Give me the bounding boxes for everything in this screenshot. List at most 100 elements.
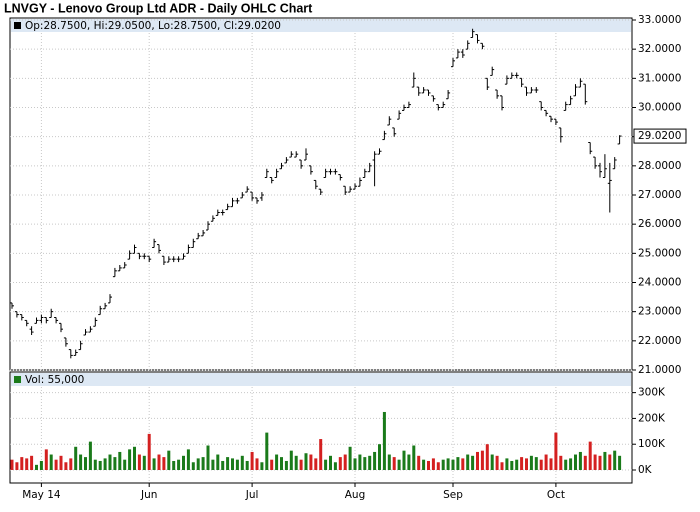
volume-bar [231,458,234,470]
volume-bar [265,432,269,470]
y-tick-label: 26.0000 [638,218,681,230]
volume-bar [525,458,528,470]
y-tick-label: 300K [638,387,666,399]
volume-bar [368,455,372,470]
volume-bar [534,457,538,470]
y-tick-label: 200K [638,412,666,424]
volume-bar [186,449,190,470]
volume-bar [44,449,48,470]
volume-bar [142,455,146,470]
volume-bar [495,455,499,470]
volume-bar [578,451,582,470]
x-tick-label: Sep [443,489,463,501]
price-legend-band [11,19,631,32]
volume-bar [157,454,161,470]
volume-bar [162,457,166,470]
volume-bar [338,457,342,470]
y-tick-label: 24.0000 [638,277,681,289]
last-price-label: 29.0200 [638,130,681,142]
volume-bar [108,454,112,470]
x-tick-label: Jun [140,489,157,501]
volume-bar [436,462,440,470]
y-tick-label: 25.0000 [638,247,681,259]
volume-bar [59,455,63,470]
y-tick-label: 33.0000 [638,14,681,26]
volume-bar [35,464,38,470]
volume-legend-band [11,373,631,386]
volume-bar [30,455,34,470]
volume-bar [456,457,460,470]
volume-bar [79,454,83,470]
volume-bar [583,455,587,470]
volume-bar [54,459,58,470]
y-tick-label: 30.0000 [638,102,681,114]
volume-bar [319,439,323,470]
volume-bar [128,449,132,470]
y-tick-label: 27.0000 [638,189,681,201]
volume-bar [304,453,308,470]
volume-bar [603,451,607,470]
volume-bar [422,459,426,470]
volume-bar [196,458,200,470]
volume-bar [289,450,293,470]
volume-bar [333,462,337,470]
volume-bar [260,462,264,470]
volume-bar [618,455,622,470]
volume-bar [373,451,377,470]
volume-bar [476,451,479,470]
volume-bar [397,459,401,470]
volume-bar [49,454,53,470]
volume-bar [39,460,43,470]
volume-bar [98,460,102,470]
volume-bar [564,459,568,470]
y-tick-label: 100K [638,438,666,450]
volume-bar [515,459,519,470]
volume-bar [118,451,122,470]
volume-bar [480,450,484,470]
y-tick-label: 28.0000 [638,160,681,172]
volume-bar [343,454,347,470]
volume-bar [74,446,78,470]
volume-bar [402,450,406,470]
volume-legend: Vol: 55,000 [25,374,84,386]
volume-bar [133,446,136,470]
volume-bar [348,446,352,470]
volume-bar [309,454,313,470]
volume-bar [88,441,92,470]
volume-bar [324,459,328,470]
volume-bar [387,454,391,470]
volume-bar [10,459,14,470]
y-tick-label: 22.0000 [638,335,681,347]
volume-bar [490,454,494,470]
volume-bar [407,454,411,470]
volume-legend-marker [14,376,21,383]
y-tick-label: 0K [638,464,653,476]
volume-bar [378,444,381,470]
volume-bar [152,458,156,470]
volume-bar [588,441,592,470]
volume-bar [280,457,283,470]
volume-bar [358,454,362,470]
x-tick-label: May 14 [22,489,61,501]
volume-bar [544,454,548,470]
volume-bar [137,454,141,470]
volume-bar [363,457,367,470]
volume-bar [113,457,117,470]
volume-bar [240,455,244,470]
volume-bar [93,459,97,470]
price-legend-marker [14,22,21,29]
volume-bar [529,455,533,470]
price-legend: Op:28.7500, Hi:29.0500, Lo:28.7500, Cl:2… [25,20,281,32]
volume-bar [221,460,225,470]
chart-title: LNVGY - Lenovo Group Ltd ADR - Daily OHL… [4,1,313,15]
volume-bar [559,455,563,470]
volume-bar [250,451,254,470]
volume-bar [441,459,445,470]
volume-bar [593,454,597,470]
volume-bar [167,450,171,470]
volume-bar [485,444,489,470]
y-tick-label: 31.0000 [638,72,681,84]
volume-bar [275,454,279,470]
volume-panel [9,371,633,484]
